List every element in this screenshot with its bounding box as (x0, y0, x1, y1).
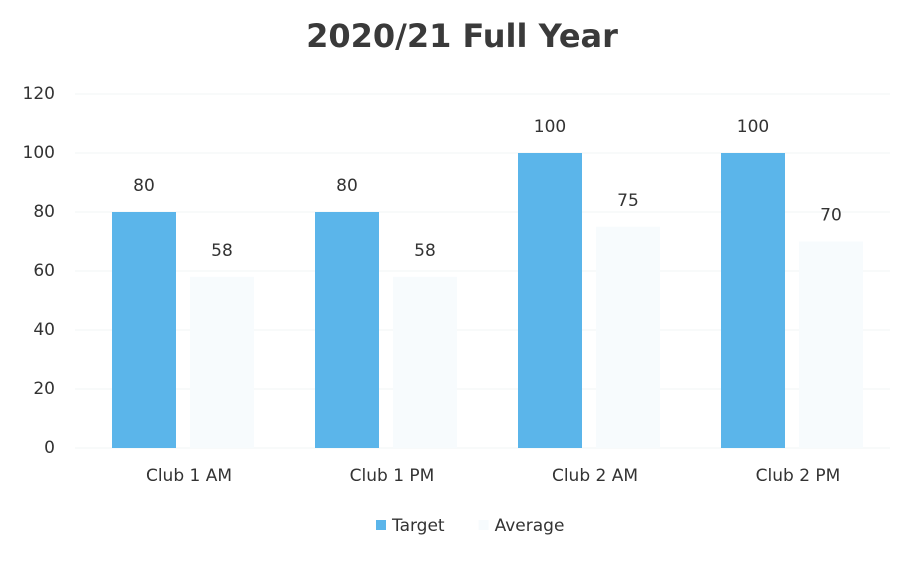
bar (393, 276, 457, 448)
data-label: 80 (336, 176, 358, 196)
x-tick-label: Club 1 AM (146, 466, 232, 486)
bar (721, 153, 785, 448)
data-label: 80 (133, 176, 155, 196)
x-tick-label: Club 2 PM (756, 466, 841, 486)
y-tick-label: 80 (33, 202, 55, 222)
legend-label: Average (495, 516, 565, 536)
data-label: 58 (211, 241, 233, 261)
bar (596, 226, 660, 448)
y-tick-label: 20 (33, 379, 55, 399)
y-tick-label: 100 (23, 143, 55, 163)
data-label: 100 (534, 117, 566, 137)
legend-swatch (376, 520, 386, 530)
bar (799, 241, 863, 448)
bar (112, 212, 176, 448)
chart-title: 2020/21 Full Year (306, 17, 618, 55)
bar (518, 153, 582, 448)
data-label: 75 (617, 191, 639, 211)
legend-swatch (478, 520, 489, 530)
y-tick-label: 120 (23, 84, 55, 104)
x-tick-label: Club 1 PM (350, 466, 435, 486)
data-label: 70 (820, 206, 842, 226)
y-tick-label: 40 (33, 320, 55, 340)
bar (190, 276, 254, 448)
y-tick-label: 0 (44, 438, 55, 458)
legend-label: Target (391, 516, 445, 536)
x-tick-label: Club 2 AM (552, 466, 638, 486)
y-tick-label: 60 (33, 261, 55, 281)
bar (315, 212, 379, 448)
data-label: 58 (414, 241, 436, 261)
data-label: 100 (737, 117, 769, 137)
